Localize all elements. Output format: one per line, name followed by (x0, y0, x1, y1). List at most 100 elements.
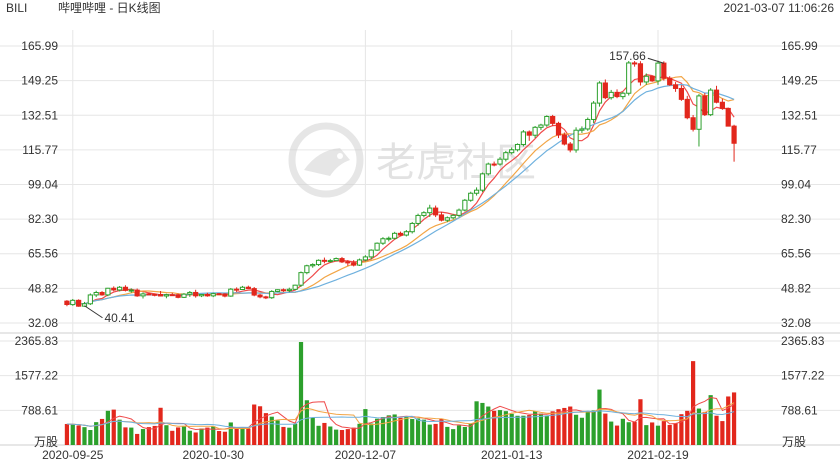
volume-bar (374, 418, 380, 445)
volume-tick-label: 788.61 (781, 403, 818, 417)
volume-bar (357, 423, 362, 445)
candle-body (450, 214, 456, 219)
volume-bar (328, 426, 333, 445)
volume-bar (562, 407, 567, 445)
volume-ma20-line (66, 410, 735, 428)
candle-body (444, 217, 450, 221)
volume-bar (614, 425, 620, 445)
volume-bar (673, 423, 678, 445)
volume-bar (609, 421, 614, 445)
volume-bar (597, 389, 602, 445)
candle-body (204, 293, 210, 297)
candle-body (93, 291, 99, 296)
volume-bar (685, 410, 690, 445)
candle-body (561, 134, 567, 145)
volume-bar (544, 415, 549, 445)
candle-body (210, 293, 216, 297)
date-axis: 2020-09-25 2020-10-30 2020-12-07 2021-01-13… (42, 448, 689, 462)
volume-bar (468, 423, 473, 445)
candle-body (719, 101, 725, 109)
date-tick-label: 2020-12-07 (335, 448, 397, 462)
candle-body (520, 131, 527, 145)
candle-body (614, 91, 620, 98)
candle-body (631, 62, 638, 65)
candle-body (87, 294, 93, 305)
volume-bar (187, 430, 192, 445)
candle-body (193, 291, 199, 297)
candle-body (649, 75, 655, 82)
candles (64, 60, 737, 307)
volume-bar (140, 429, 146, 445)
candle-body (298, 272, 304, 286)
volume-bar (234, 427, 239, 445)
volume-bar (152, 425, 157, 445)
candle-body (544, 115, 550, 126)
candle-body (374, 242, 380, 251)
candle-body (116, 286, 123, 291)
volume-bar (644, 425, 649, 445)
candle-body (456, 209, 462, 216)
candle-body (596, 82, 603, 104)
candle-body (591, 102, 597, 120)
price-tick-label: 82.30 (28, 212, 58, 226)
volume-bar (70, 424, 75, 445)
volume-bar (433, 423, 438, 445)
volume-bar (410, 418, 415, 445)
candle-body (538, 124, 544, 128)
volume-bar (345, 429, 350, 445)
volume-bar (515, 415, 520, 445)
candle-body (356, 259, 363, 266)
candle-body (274, 289, 281, 292)
volume-bar (211, 426, 216, 445)
candle-body (713, 89, 720, 103)
volume-bar (164, 425, 169, 445)
volume-bar (655, 425, 661, 445)
volume-bar (322, 422, 327, 445)
candle-body (70, 299, 76, 306)
candle-body (702, 95, 708, 116)
candle-body (637, 63, 644, 83)
candle-body (157, 293, 164, 297)
volume-tick-label: 2365.83 (781, 334, 825, 348)
volume-bar (135, 433, 140, 445)
candle-body (433, 207, 439, 216)
candle-body (473, 189, 480, 194)
volume-bar (720, 421, 725, 445)
volume-bar (146, 427, 151, 445)
candle-body (550, 115, 556, 124)
volume-tick-label: 1577.22 (781, 369, 825, 383)
volume-unit-right: 万股 (782, 435, 806, 449)
candle-body (310, 264, 316, 267)
volume-bar (486, 406, 491, 445)
candle-body (555, 122, 562, 136)
volume-bar (293, 423, 298, 445)
volume-bar (497, 410, 503, 445)
candle-body (228, 288, 234, 297)
volume-bar (691, 361, 696, 445)
candle-body (122, 286, 129, 291)
volume-bar (708, 395, 713, 445)
volume-bar (474, 401, 479, 445)
ma-lines (66, 73, 735, 306)
candle-body (333, 258, 339, 262)
timestamp-label: 2021-03-07 11:06:26 (723, 1, 834, 15)
volume-bar (240, 427, 245, 445)
candle-body (427, 207, 433, 214)
candle-body (269, 290, 275, 299)
volume-bar (632, 421, 637, 445)
annotations: 157.66 40.41 (84, 49, 664, 325)
candle-body (239, 286, 246, 291)
price-tick-label: 132.51 (781, 108, 818, 122)
volume-bar (111, 409, 116, 445)
volume-bar (579, 417, 585, 445)
volume-bar (252, 404, 257, 445)
candle-body (234, 288, 240, 291)
candle-body (327, 260, 333, 263)
candle-body (678, 87, 685, 100)
candle-body (140, 293, 146, 297)
candle-body (526, 131, 532, 136)
candle-body (146, 293, 152, 296)
chart-title: 哔哩哔哩 - 日K线图 (58, 1, 161, 15)
low-annotation: 40.41 (104, 311, 134, 325)
